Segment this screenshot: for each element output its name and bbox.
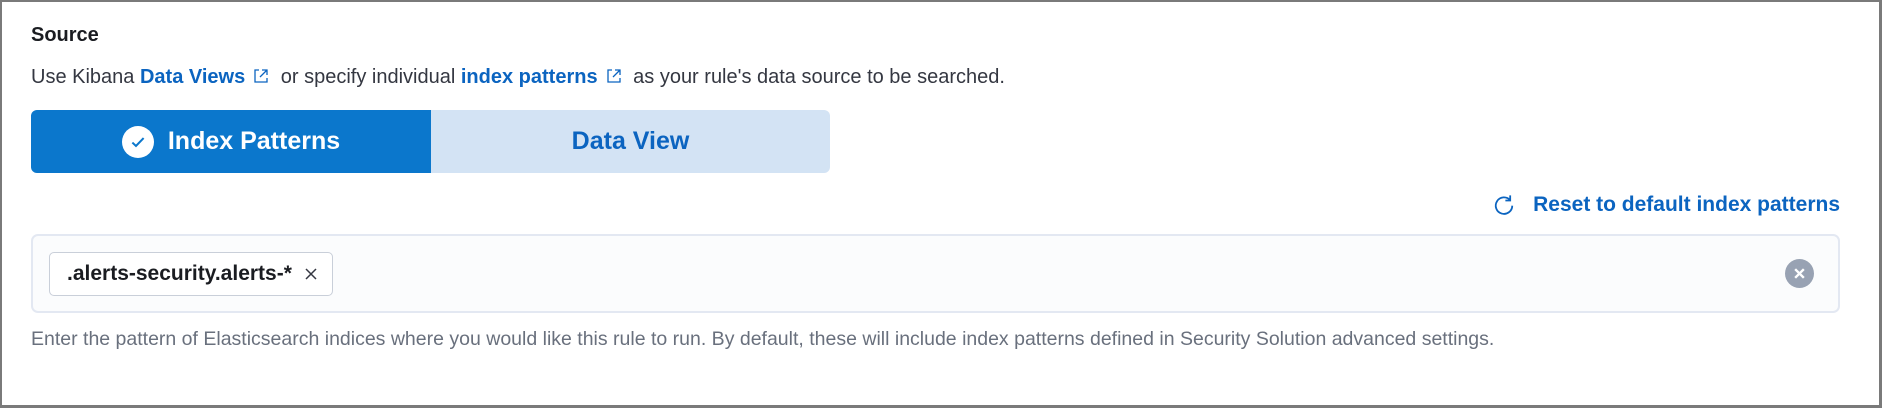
source-description: Use Kibana Data Views or specify individ…: [31, 66, 1005, 89]
chip-label: .alerts-security.alerts-*: [67, 262, 292, 285]
clear-icon: [1794, 268, 1805, 279]
external-link-icon[interactable]: [606, 68, 622, 84]
desc-middle: or specify individual: [275, 66, 461, 88]
help-text: Enter the pattern of Elasticsearch indic…: [31, 328, 1495, 350]
data-view-label: Data View: [571, 127, 690, 155]
external-link-icon[interactable]: [253, 68, 269, 84]
index-patterns-combobox[interactable]: .alerts-security.alerts-*: [31, 234, 1840, 313]
index-pattern-chip: .alerts-security.alerts-*: [49, 252, 333, 296]
desc-suffix: as your rule's data source to be searche…: [627, 66, 1005, 88]
refresh-icon: [1494, 195, 1514, 215]
data-views-link[interactable]: Data Views: [139, 66, 246, 88]
index-patterns-button[interactable]: Index Patterns: [31, 110, 431, 173]
reset-index-patterns-link[interactable]: Reset to default index patterns: [1493, 193, 1840, 217]
data-view-button[interactable]: Data View: [431, 110, 830, 173]
index-patterns-link[interactable]: index patterns: [460, 66, 598, 88]
remove-chip-icon[interactable]: [304, 267, 318, 281]
reset-label: Reset to default index patterns: [1533, 193, 1840, 216]
section-title: Source: [31, 24, 99, 46]
clear-input-button[interactable]: [1785, 259, 1814, 288]
desc-prefix: Use Kibana: [31, 66, 140, 88]
index-patterns-label: Index Patterns: [167, 127, 341, 155]
source-type-toggle: Index Patterns Data View: [31, 110, 830, 173]
check-circle-icon: [121, 125, 154, 158]
